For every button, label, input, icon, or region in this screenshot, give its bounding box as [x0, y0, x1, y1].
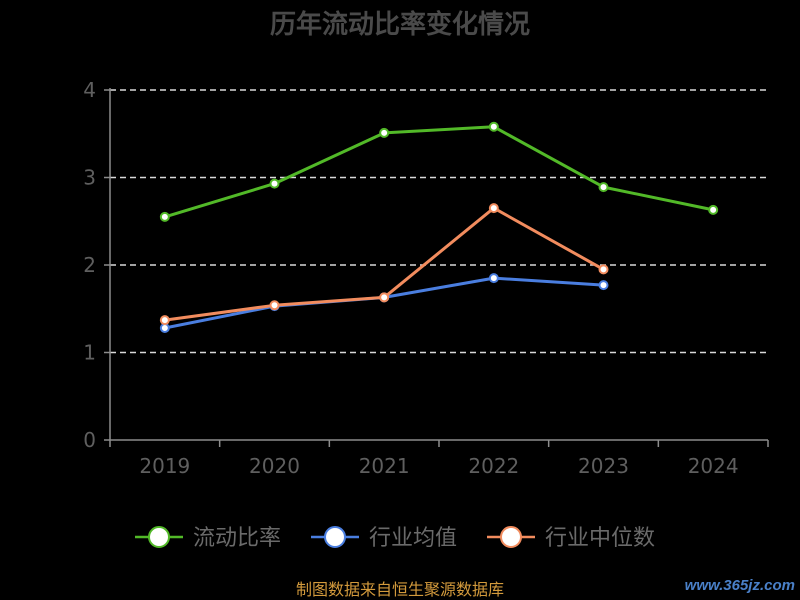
data-point[interactable] [488, 273, 499, 284]
legend-item-0[interactable]: 流动比率 [135, 526, 281, 551]
source-note: 制图数据来自恒生聚源数据库 [296, 580, 504, 599]
x-tick-label: 2023 [578, 454, 629, 478]
series-0 [159, 121, 719, 222]
legend-item-1[interactable]: 行业均值 [311, 526, 457, 551]
legend-label: 行业均值 [369, 526, 457, 551]
chart-title: 历年流动比率变化情况 [270, 9, 530, 40]
data-point[interactable] [708, 204, 719, 215]
x-tick-label: 2021 [359, 454, 410, 478]
data-point[interactable] [379, 292, 390, 303]
data-point[interactable] [159, 211, 170, 222]
data-point[interactable] [598, 280, 609, 291]
x-tick-label: 2024 [688, 454, 739, 478]
data-point[interactable] [269, 300, 280, 311]
axes: 0 1 2 3 4 2019 2020 2021 2022 2023 2024 [83, 78, 769, 478]
legend-marker [500, 526, 522, 548]
series-line [163, 125, 715, 219]
legend-marker [324, 526, 346, 548]
y-tick-label: 4 [83, 78, 96, 102]
y-tick-label: 0 [83, 428, 96, 452]
y-tick-label: 2 [83, 253, 96, 277]
x-tick-label: 2022 [468, 454, 519, 478]
data-point[interactable] [598, 264, 609, 275]
legend-item-2[interactable]: 行业中位数 [487, 526, 655, 551]
legend-marker [148, 526, 170, 548]
data-point[interactable] [488, 121, 499, 132]
x-tick-label: 2020 [249, 454, 300, 478]
data-point[interactable] [269, 178, 280, 189]
data-point[interactable] [598, 182, 609, 193]
y-tick-label: 3 [83, 166, 96, 190]
legend: 流动比率 行业均值 行业中位数 [135, 526, 655, 551]
y-tick-label: 1 [83, 341, 96, 365]
watermark: www.365jz.com [685, 577, 795, 594]
data-point[interactable] [379, 127, 390, 138]
data-point[interactable] [159, 323, 170, 333]
series-group [159, 121, 719, 333]
series-2 [159, 203, 609, 326]
x-tick-label: 2019 [139, 454, 190, 478]
data-point[interactable] [488, 203, 499, 214]
data-point[interactable] [159, 315, 170, 326]
legend-label: 流动比率 [193, 526, 281, 551]
legend-label: 行业中位数 [545, 526, 655, 551]
